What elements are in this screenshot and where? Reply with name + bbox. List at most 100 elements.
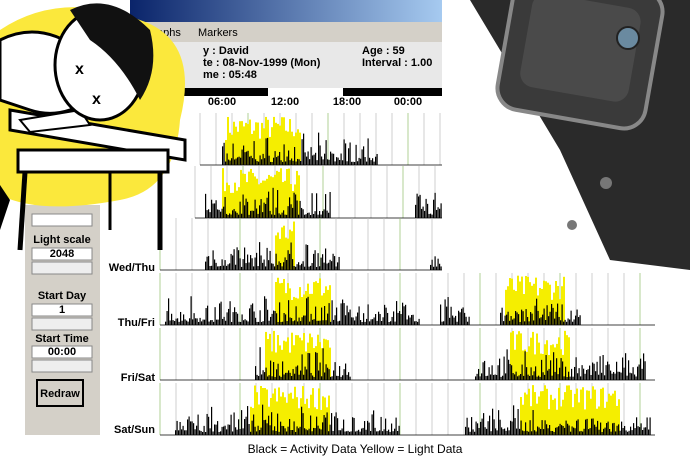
activity-bar (201, 321, 202, 325)
activity-bar (546, 424, 547, 435)
activity-bar (561, 358, 562, 380)
svg-text:x: x (75, 61, 84, 78)
activity-bar (321, 215, 322, 218)
activity-bar (303, 209, 304, 218)
activity-bar (373, 410, 374, 435)
activity-bar (330, 260, 331, 270)
activity-bar (345, 364, 346, 380)
activity-bar (292, 259, 293, 270)
activity-bar (165, 322, 166, 325)
activity-bar (333, 370, 334, 380)
activity-bar (372, 319, 373, 325)
activity-bar (235, 211, 236, 218)
scrollbar[interactable] (32, 214, 92, 226)
info-name: y : David (203, 45, 249, 57)
activity-bar (260, 310, 261, 325)
activity-bar (586, 370, 587, 380)
activity-bar (569, 319, 570, 325)
activity-bar (560, 320, 561, 325)
activity-bar (345, 431, 346, 435)
activity-bar (298, 215, 299, 218)
activity-bar (644, 427, 645, 435)
activity-bar (320, 321, 321, 325)
activity-bar (330, 322, 331, 325)
activity-bar (310, 416, 311, 435)
activity-bar (203, 320, 204, 325)
activity-bar (304, 267, 305, 270)
activity-bar (175, 430, 176, 435)
activity-bar (387, 431, 388, 435)
scrollbar[interactable] (32, 262, 92, 274)
activity-bar (241, 410, 242, 435)
activity-bar (261, 428, 262, 435)
activity-bar (395, 322, 396, 325)
activity-bar (246, 417, 247, 435)
activity-bar (214, 259, 215, 270)
activity-bar (492, 409, 493, 435)
activity-bar (323, 348, 324, 380)
activity-bar (298, 262, 299, 270)
activity-bar (427, 204, 428, 218)
activity-bar (242, 150, 243, 165)
scrollbar[interactable] (32, 360, 92, 372)
activity-bar (506, 315, 507, 325)
activity-bar (289, 254, 290, 270)
activity-bar (235, 427, 236, 435)
activity-bar (534, 430, 535, 435)
activity-bar (562, 361, 563, 380)
activity-bar (385, 419, 386, 435)
caption: Black = Activity Data Yellow = Light Dat… (248, 442, 463, 456)
activity-bar (219, 210, 220, 218)
activity-bar (486, 376, 487, 380)
activity-bar (429, 214, 430, 218)
activity-bar (341, 377, 342, 380)
activity-bar (258, 376, 259, 380)
activity-bar (413, 315, 414, 325)
activity-bar (263, 370, 264, 380)
activity-bar (206, 308, 207, 325)
light-bar (325, 286, 327, 325)
activity-bar (393, 431, 394, 435)
activity-bar (278, 322, 279, 325)
activity-bar (272, 162, 273, 165)
activity-bar (628, 360, 629, 380)
activity-bar (341, 303, 342, 325)
activity-bar (295, 194, 296, 218)
activity-bar (547, 305, 548, 325)
activity-bar (293, 161, 294, 165)
activity-bar (252, 211, 253, 218)
time-bar-light (268, 88, 343, 96)
activity-bar (234, 159, 235, 165)
activity-bar (295, 432, 296, 435)
activity-bar (553, 352, 554, 380)
activity-bar (237, 213, 238, 218)
activity-bar (489, 367, 490, 380)
activity-bar (526, 309, 527, 325)
activity-bar (636, 376, 637, 380)
activity-bar (335, 161, 336, 165)
activity-bar (407, 319, 408, 325)
activity-bar (347, 161, 348, 165)
activity-bar (480, 422, 481, 435)
control-label: Light scale (33, 234, 90, 246)
menu-item[interactable]: Markers (198, 27, 238, 39)
activity-bar (183, 426, 184, 435)
activity-bar (526, 367, 527, 380)
activity-bar (238, 250, 239, 270)
activity-bar (244, 247, 245, 270)
activity-bar (470, 432, 471, 435)
activity-bar (636, 417, 637, 435)
activity-bar (377, 321, 378, 325)
activity-bar (477, 374, 478, 380)
activity-bar (536, 432, 537, 435)
activity-bar (168, 298, 169, 325)
activity-bar (542, 315, 543, 325)
activity-bar (532, 375, 533, 380)
activity-bar (414, 321, 415, 325)
activity-bar (264, 203, 265, 218)
activity-bar (315, 250, 316, 270)
activity-bar (555, 372, 556, 380)
activity-bar (424, 211, 425, 218)
scrollbar[interactable] (32, 318, 92, 330)
activity-bar (223, 266, 224, 270)
